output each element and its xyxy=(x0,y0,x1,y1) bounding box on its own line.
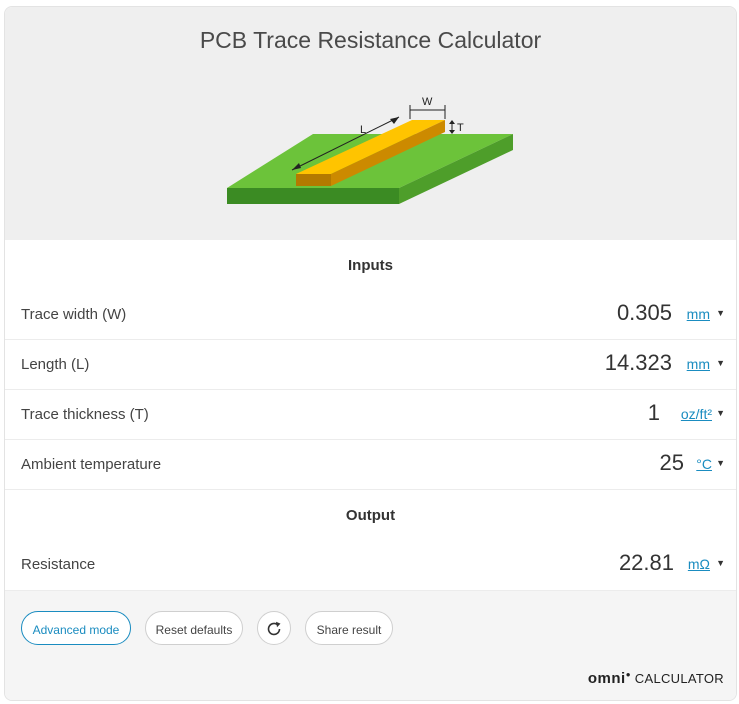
calculator-card: PCB Trace Resistance Calculator L W T xyxy=(4,6,737,701)
reload-button[interactable] xyxy=(257,611,291,645)
ambient-temperature-label: Ambient temperature xyxy=(21,456,162,473)
trace-thickness-input[interactable]: 1 xyxy=(647,400,660,425)
length-row: Length (L) 14.323 mm ▼ xyxy=(5,339,736,389)
width-label: W xyxy=(422,96,433,108)
calculator-header: PCB Trace Resistance Calculator L W T xyxy=(5,7,736,240)
thickness-arrow-bottom xyxy=(449,130,455,134)
thickness-arrow-top xyxy=(449,120,455,124)
trace-thickness-label: Trace thickness (T) xyxy=(21,406,149,423)
reset-defaults-button[interactable]: Reset defaults xyxy=(145,611,243,645)
ambient-temperature-unit-select[interactable]: °C xyxy=(696,456,712,472)
ambient-temperature-row: Ambient temperature 25 °C ▼ xyxy=(5,439,736,489)
length-arrow-end xyxy=(390,117,399,124)
pcb-trace-diagram: L W T xyxy=(227,96,513,204)
length-label: L xyxy=(360,124,366,136)
length-dimension-line xyxy=(291,116,400,171)
advanced-mode-button[interactable]: Advanced mode xyxy=(21,611,131,645)
thickness-label: T xyxy=(457,122,464,134)
output-heading: Output xyxy=(5,489,736,540)
resistance-label: Resistance xyxy=(21,556,96,573)
length-unit-select[interactable]: mm xyxy=(686,356,710,372)
trace-side xyxy=(331,120,445,186)
chevron-down-icon[interactable]: ▼ xyxy=(716,558,725,568)
board-side xyxy=(399,134,513,204)
refresh-icon xyxy=(267,621,281,636)
ambient-temperature-input[interactable]: 25 xyxy=(659,450,684,475)
chevron-down-icon[interactable]: ▼ xyxy=(716,308,725,318)
calculator-word: CALCULATOR xyxy=(634,671,724,686)
trace-thickness-unit-select[interactable]: oz/ft² xyxy=(680,406,712,422)
trace-width-input[interactable]: 0.305 xyxy=(616,300,672,325)
chevron-down-icon[interactable]: ▼ xyxy=(716,458,725,468)
resistance-row: Resistance 22.81 mΩ ▼ xyxy=(5,540,736,589)
trace-top xyxy=(296,120,445,174)
trace-width-row: Trace width (W) 0.305 mm ▼ xyxy=(5,290,736,339)
omni-calculator-logo[interactable]: omni● CALCULATOR xyxy=(588,670,724,687)
calculator-footer: Advanced mode Reset defaults Share resul… xyxy=(5,590,736,700)
share-result-button[interactable]: Share result xyxy=(305,611,393,645)
omni-logo-dot: ● xyxy=(625,670,631,679)
trace-width-unit-select[interactable]: mm xyxy=(686,306,710,322)
chevron-down-icon[interactable]: ▼ xyxy=(716,408,725,418)
board-front xyxy=(227,188,399,204)
resistance-unit-select[interactable]: mΩ xyxy=(687,556,710,572)
length-input[interactable]: 14.323 xyxy=(604,350,672,375)
length-arrow-start xyxy=(292,163,301,170)
chevron-down-icon[interactable]: ▼ xyxy=(716,358,725,368)
trace-end xyxy=(296,174,331,186)
page-title: PCB Trace Resistance Calculator xyxy=(199,27,542,53)
length-label-text: Length (L) xyxy=(21,356,90,373)
trace-thickness-row: Trace thickness (T) 1 oz/ft² ▼ xyxy=(5,389,736,439)
inputs-heading: Inputs xyxy=(348,257,393,274)
resistance-value[interactable]: 22.81 xyxy=(618,550,674,575)
omni-logo-text: omni xyxy=(587,670,626,687)
trace-width-label: Trace width (W) xyxy=(21,306,127,323)
